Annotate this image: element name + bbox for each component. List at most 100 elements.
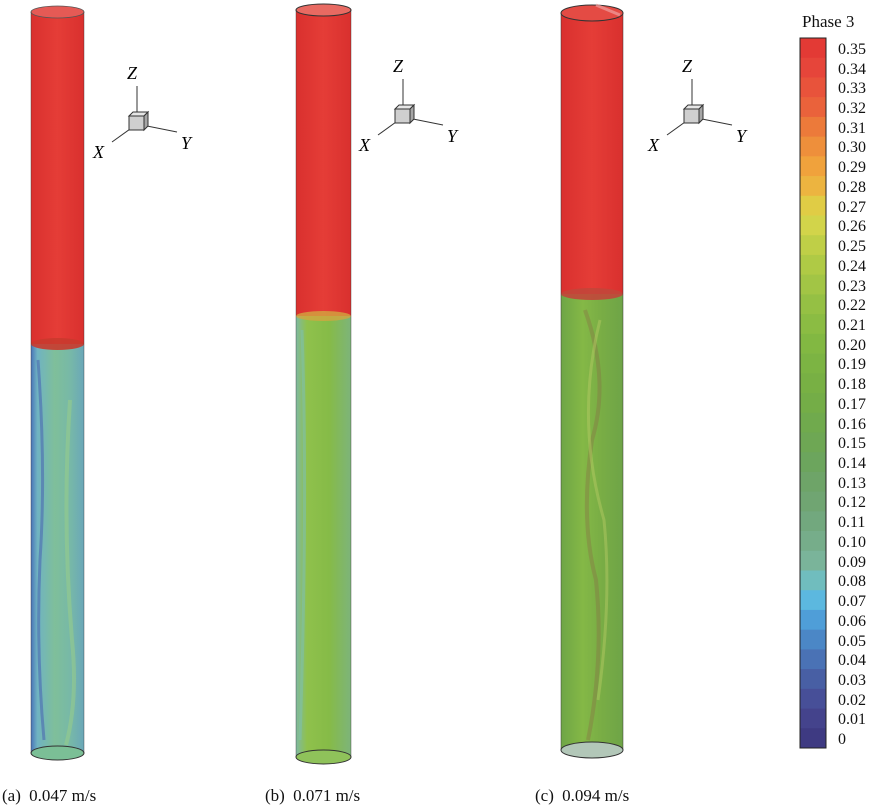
caption-c-label: (c) (535, 786, 554, 805)
legend-swatch (800, 57, 826, 78)
legend-swatch (800, 570, 826, 591)
legend-tick-label: 0.09 (838, 553, 866, 571)
legend-swatch (800, 452, 826, 473)
legend-tick-label: 0.24 (838, 257, 866, 275)
legend-swatch (800, 471, 826, 493)
caption-c: (c) 0.094 m/s (535, 786, 629, 806)
legend-tick-label: 0.21 (838, 316, 866, 334)
legend-tick-label: 0.11 (838, 514, 866, 532)
legend-swatch (800, 688, 826, 709)
caption-b-label: (b) (265, 786, 285, 805)
legend-tick-label: 0.22 (838, 297, 866, 315)
legend-tick-label: 0.08 (838, 573, 866, 591)
legend-tick-label: 0.32 (838, 100, 866, 118)
legend-swatch (800, 116, 826, 138)
legend-tick-label: 0.03 (838, 671, 866, 689)
legend-tick-label: 0.14 (838, 455, 866, 473)
legend-tick-label: 0.02 (838, 691, 866, 709)
axis-label-y: Y (736, 126, 748, 146)
caption-b-velocity: 0.071 m/s (293, 786, 361, 805)
legend-swatch (800, 136, 826, 157)
legend-tick-label: 0.28 (838, 178, 866, 196)
legend-tick-label: 0.06 (838, 612, 866, 630)
legend-tick-label: 0.07 (838, 593, 866, 611)
legend-color-bar (799, 37, 827, 749)
legend-tick-label: 0.17 (838, 395, 866, 413)
legend-swatch (800, 333, 826, 354)
legend-swatch (800, 195, 826, 216)
legend-swatch (800, 77, 826, 98)
legend-swatch (800, 393, 826, 414)
cylinder-a-bottom-phase (31, 344, 84, 753)
legend-swatch (800, 353, 826, 374)
legend-tick-label: 0.23 (838, 277, 866, 295)
legend-tick-label: 0.01 (838, 711, 866, 729)
legend-swatch (800, 156, 826, 177)
caption-a-velocity: 0.047 m/s (29, 786, 97, 805)
legend-tick-labels: 0.35 0.34 0.33 0.32 0.31 0.30 0.29 0.28 0.27 0.26… (838, 40, 877, 760)
axes-triad-b: Z Y X (358, 56, 459, 155)
legend-tick-label: 0.18 (838, 376, 866, 394)
axis-label-y: Y (447, 126, 459, 146)
caption-c-velocity: 0.094 m/s (562, 786, 630, 805)
legend-tick-label: 0.25 (838, 238, 866, 256)
legend-tick-label: 0.31 (838, 119, 866, 137)
cylinder-a-top-phase (31, 12, 84, 344)
legend-tick-label: 0.34 (838, 60, 866, 78)
axis-label-x: X (358, 135, 371, 155)
cylinder-c (560, 3, 624, 759)
caption-a: (a) 0.047 m/s (2, 786, 96, 806)
legend-swatch (800, 373, 826, 394)
cylinder-a (30, 5, 85, 761)
legend-tick-label: 0.13 (838, 474, 866, 492)
axes-triad-c: Z Y X (647, 56, 748, 155)
legend-swatch (800, 609, 826, 631)
legend-swatch (800, 491, 826, 512)
legend-swatch (800, 215, 826, 236)
cylinder-c-top-phase (561, 13, 623, 294)
legend-swatch (800, 176, 826, 197)
legend-swatch (800, 531, 826, 552)
legend-tick-label: 0 (838, 731, 846, 749)
legend-tick-label: 0.12 (838, 494, 866, 512)
legend-swatch (800, 412, 826, 433)
legend-swatch (800, 629, 826, 650)
legend-tick-label: 0.35 (838, 40, 866, 58)
cylinder-b (295, 3, 352, 765)
axis-label-z: Z (127, 63, 138, 83)
legend-swatch (800, 294, 826, 315)
legend-swatch (800, 274, 826, 295)
axis-label-y: Y (181, 133, 193, 153)
caption-b: (b) 0.071 m/s (265, 786, 360, 806)
axes-triad-a: Z Y X (92, 63, 193, 162)
cylinder-c-bottom-phase (561, 294, 623, 750)
legend-swatch (800, 550, 826, 571)
legend-swatch (800, 728, 826, 749)
legend-title: Phase 3 (802, 12, 855, 31)
legend-tick-label: 0.29 (838, 159, 866, 177)
legend-tick-label: 0.15 (838, 435, 866, 453)
legend-tick-label: 0.30 (838, 139, 866, 157)
legend-swatch (800, 511, 826, 532)
legend-swatch (800, 314, 826, 335)
legend-tick-label: 0.05 (838, 632, 866, 650)
legend-swatch (800, 649, 826, 670)
axis-label-z: Z (393, 56, 404, 76)
axis-label-x: X (647, 135, 660, 155)
legend-tick-label: 0.10 (838, 533, 866, 551)
legend-swatch (800, 235, 826, 256)
legend-tick-label: 0.19 (838, 356, 866, 374)
legend-tick-label: 0.04 (838, 652, 866, 670)
legend-swatch (800, 708, 826, 729)
legend-swatch (800, 590, 826, 611)
legend-swatch (800, 432, 826, 453)
legend-swatch (800, 97, 826, 118)
legend-tick-label: 0.16 (838, 415, 866, 433)
legend-swatch (800, 254, 826, 276)
axis-label-x: X (92, 142, 105, 162)
legend-swatch (800, 38, 826, 59)
axis-label-z: Z (682, 56, 693, 76)
legend-swatch (800, 669, 826, 690)
cylinder-b-top-phase (296, 10, 351, 316)
